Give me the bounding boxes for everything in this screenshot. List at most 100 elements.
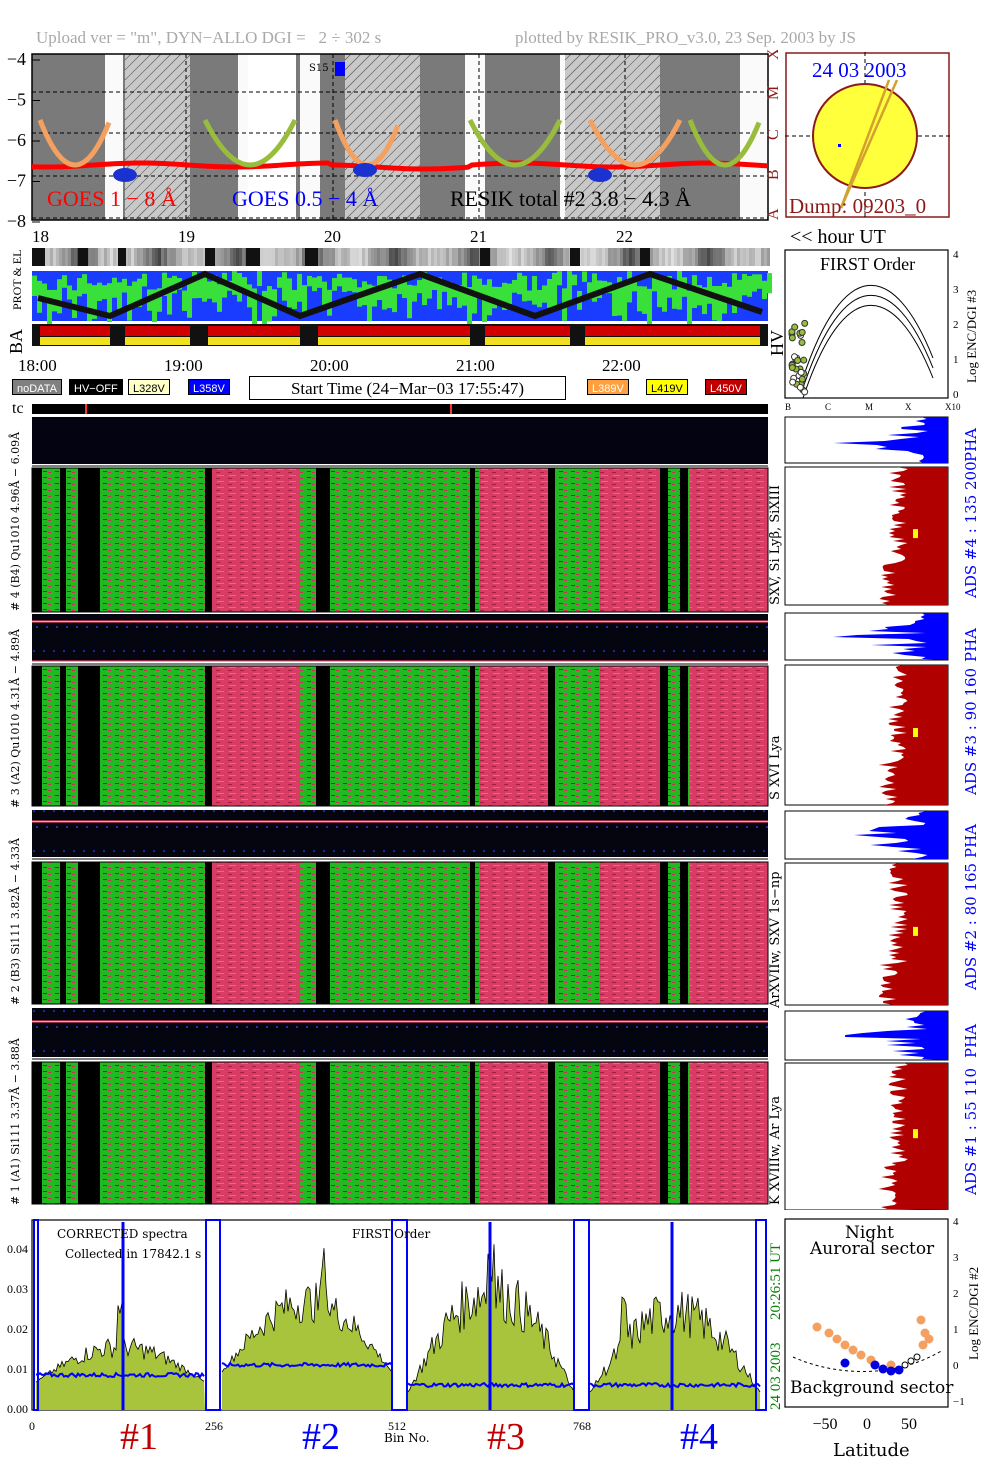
latitude-y-tick: 1 (953, 1324, 959, 1336)
hour-top-20: 20 (324, 227, 341, 246)
line-label-4: SXV, Si Lyβ, SiXIII (768, 485, 783, 605)
goes-class-A: A (765, 208, 782, 220)
prot-el-label: PROT & EL (10, 249, 24, 310)
goes-y-tick: −7 (7, 171, 26, 191)
pha-band-1 (32, 1008, 768, 1057)
sun-panel (785, 52, 950, 218)
goes-class-B: B (765, 169, 782, 180)
spectrogram-area (31, 404, 769, 1205)
goes-y-tick: −4 (7, 50, 26, 69)
bin-no-label: Bin No. (384, 1431, 430, 1445)
line-label-2: ArXVIIw, SXV 1s−np (768, 871, 783, 1008)
first-order-panel: B C M X X10 4 3 2 1 0 (784, 249, 961, 412)
legend-resik: RESIK total #2 3.8 − 4.3 Å (450, 186, 691, 211)
status-strips (32, 248, 772, 346)
legend-l358: L358V (188, 379, 230, 395)
legend-l328: L328V (128, 379, 170, 395)
prot-el-track (37, 270, 763, 320)
channel-label-2: # 2 (B3) Si111 3.82Å − 4.33Å (9, 838, 22, 1005)
hour-ut-label: << hour UT (790, 226, 886, 248)
latitude-y-tick: 4 (953, 1216, 959, 1228)
goes-panel: −4 −5 −6 −7 −8 X M C B A (7, 50, 782, 230)
channel-mark-3: #3 (487, 1416, 525, 1458)
hour-top-22: 22 (616, 227, 633, 246)
corrected-x-tick: 256 (205, 1419, 223, 1433)
corrected-y-tick: 0.03 (7, 1282, 28, 1296)
hour-bottom-2: 20:00 (310, 356, 349, 375)
sun-date: 24 03 2003 (812, 58, 907, 82)
legend-l389: L389V (587, 379, 629, 395)
latitude-xlabel: Latitude (833, 1440, 910, 1461)
corrected-x-tick: 0 (29, 1419, 35, 1433)
first-order-x-tick: X (905, 402, 912, 412)
corrected-first-order: FIRST Order (352, 1227, 431, 1241)
hour-top-18: 18 (32, 227, 49, 246)
latitude-x-tick: 50 (901, 1416, 917, 1433)
resik-arc-4 (587, 118, 683, 168)
latitude-y-tick: 2 (953, 1288, 959, 1300)
first-order-x-tick: M (865, 402, 873, 412)
goes-class-X: X (765, 50, 782, 60)
goes-class-M: M (765, 86, 782, 100)
night-label: Night (845, 1223, 894, 1243)
first-order-y-tick: 4 (953, 249, 959, 261)
line-label-3: S XVI Lya (768, 735, 783, 800)
pha-band-3 (32, 614, 768, 662)
goes-y-tick: −5 (7, 90, 26, 110)
goes-class-axis: X M C B A (765, 50, 782, 220)
legend-goes-1-8: GOES 1 − 8 Å (47, 186, 177, 211)
tc-strip (32, 404, 768, 414)
corrected-y-tick: 0.04 (7, 1242, 28, 1256)
latitude-y-tick: 0 (953, 1360, 959, 1372)
hour-top-19: 19 (178, 227, 195, 246)
channel-mark-2: #2 (302, 1416, 340, 1458)
goes-y-tick: −6 (7, 130, 26, 150)
channel-label-1: # 1 (A1) Si111 3.37Å − 3.88Å (9, 1038, 22, 1205)
legend-hv-off: HV−OFF (69, 379, 123, 395)
goes-class-C: C (765, 129, 782, 140)
corrected-y-tick: 0.01 (7, 1362, 28, 1376)
goes-0.5-4-blob-0 (113, 168, 137, 182)
hour-top-21: 21 (470, 227, 487, 246)
hour-bottom-3: 21:00 (456, 356, 495, 375)
latitude-x-tick: 0 (863, 1416, 871, 1433)
first-order-y-tick: 1 (953, 354, 959, 366)
first-order-title: FIRST Order (820, 254, 916, 274)
plotted-by: plotted by RESIK_PRO_v3.0, 23 Sep. 2003 … (515, 28, 856, 47)
first-order-y-tick: 0 (953, 389, 959, 401)
first-order-x-tick: B (785, 402, 791, 412)
latitude-panel: −50 0 50 4 3 2 1 0 −1 (784, 1216, 965, 1433)
corrected-y-tick: 0.00 (7, 1402, 28, 1416)
first-order-ylabel: Log ENC/DGI #3 (964, 289, 979, 383)
legend-l450: L450V (705, 379, 747, 395)
hour-bottom-0: 18:00 (18, 356, 57, 375)
start-time: Start Time (24−Mar−03 17:55:47) (249, 376, 566, 400)
legend-l419: L419V (646, 379, 688, 395)
background-label: Background sector (790, 1378, 954, 1398)
latitude-y-tick: 3 (953, 1252, 959, 1264)
collected-time: Collected in 17842.1 s (65, 1247, 202, 1261)
goes-y-tick: −8 (7, 211, 26, 230)
s15-marker: S15 (309, 63, 329, 74)
goes-0.5-4-blob-1 (353, 163, 377, 177)
sun-disk (812, 83, 918, 189)
resik-arc-1 (202, 118, 298, 168)
latitude-y-tick: −1 (953, 1396, 965, 1408)
goes-1-8-curve (31, 160, 769, 172)
goes-y-axis: −4 −5 −6 −7 −8 (7, 50, 40, 230)
corrected-x-tick: 768 (573, 1419, 591, 1433)
corrected-spectra-panel: 0.04 0.03 0.02 0.01 0.00 0 256 512 768 (7, 1219, 767, 1433)
hour-bottom-1: 19:00 (164, 356, 203, 375)
corrected-y-tick: 0.02 (7, 1322, 28, 1336)
upload-info: Upload ver = "m", DYN−ALLO DGI = 2 ÷ 302… (36, 28, 382, 47)
s15-square (335, 62, 345, 76)
tc-label: tc (12, 400, 24, 417)
histograms (784, 416, 949, 1210)
first-order-x-tick: X10 (945, 402, 961, 412)
pha-band-2 (32, 810, 768, 857)
first-order-y-tick: 3 (953, 284, 959, 296)
line-label-1: K XVIIIw, Ar Lya (768, 1096, 783, 1205)
channel-mark-4: #4 (680, 1416, 718, 1458)
legend-goes-0.5-4: GOES 0.5 − 4 Å (232, 186, 379, 211)
auroral-label: Auroral sector (810, 1239, 935, 1259)
